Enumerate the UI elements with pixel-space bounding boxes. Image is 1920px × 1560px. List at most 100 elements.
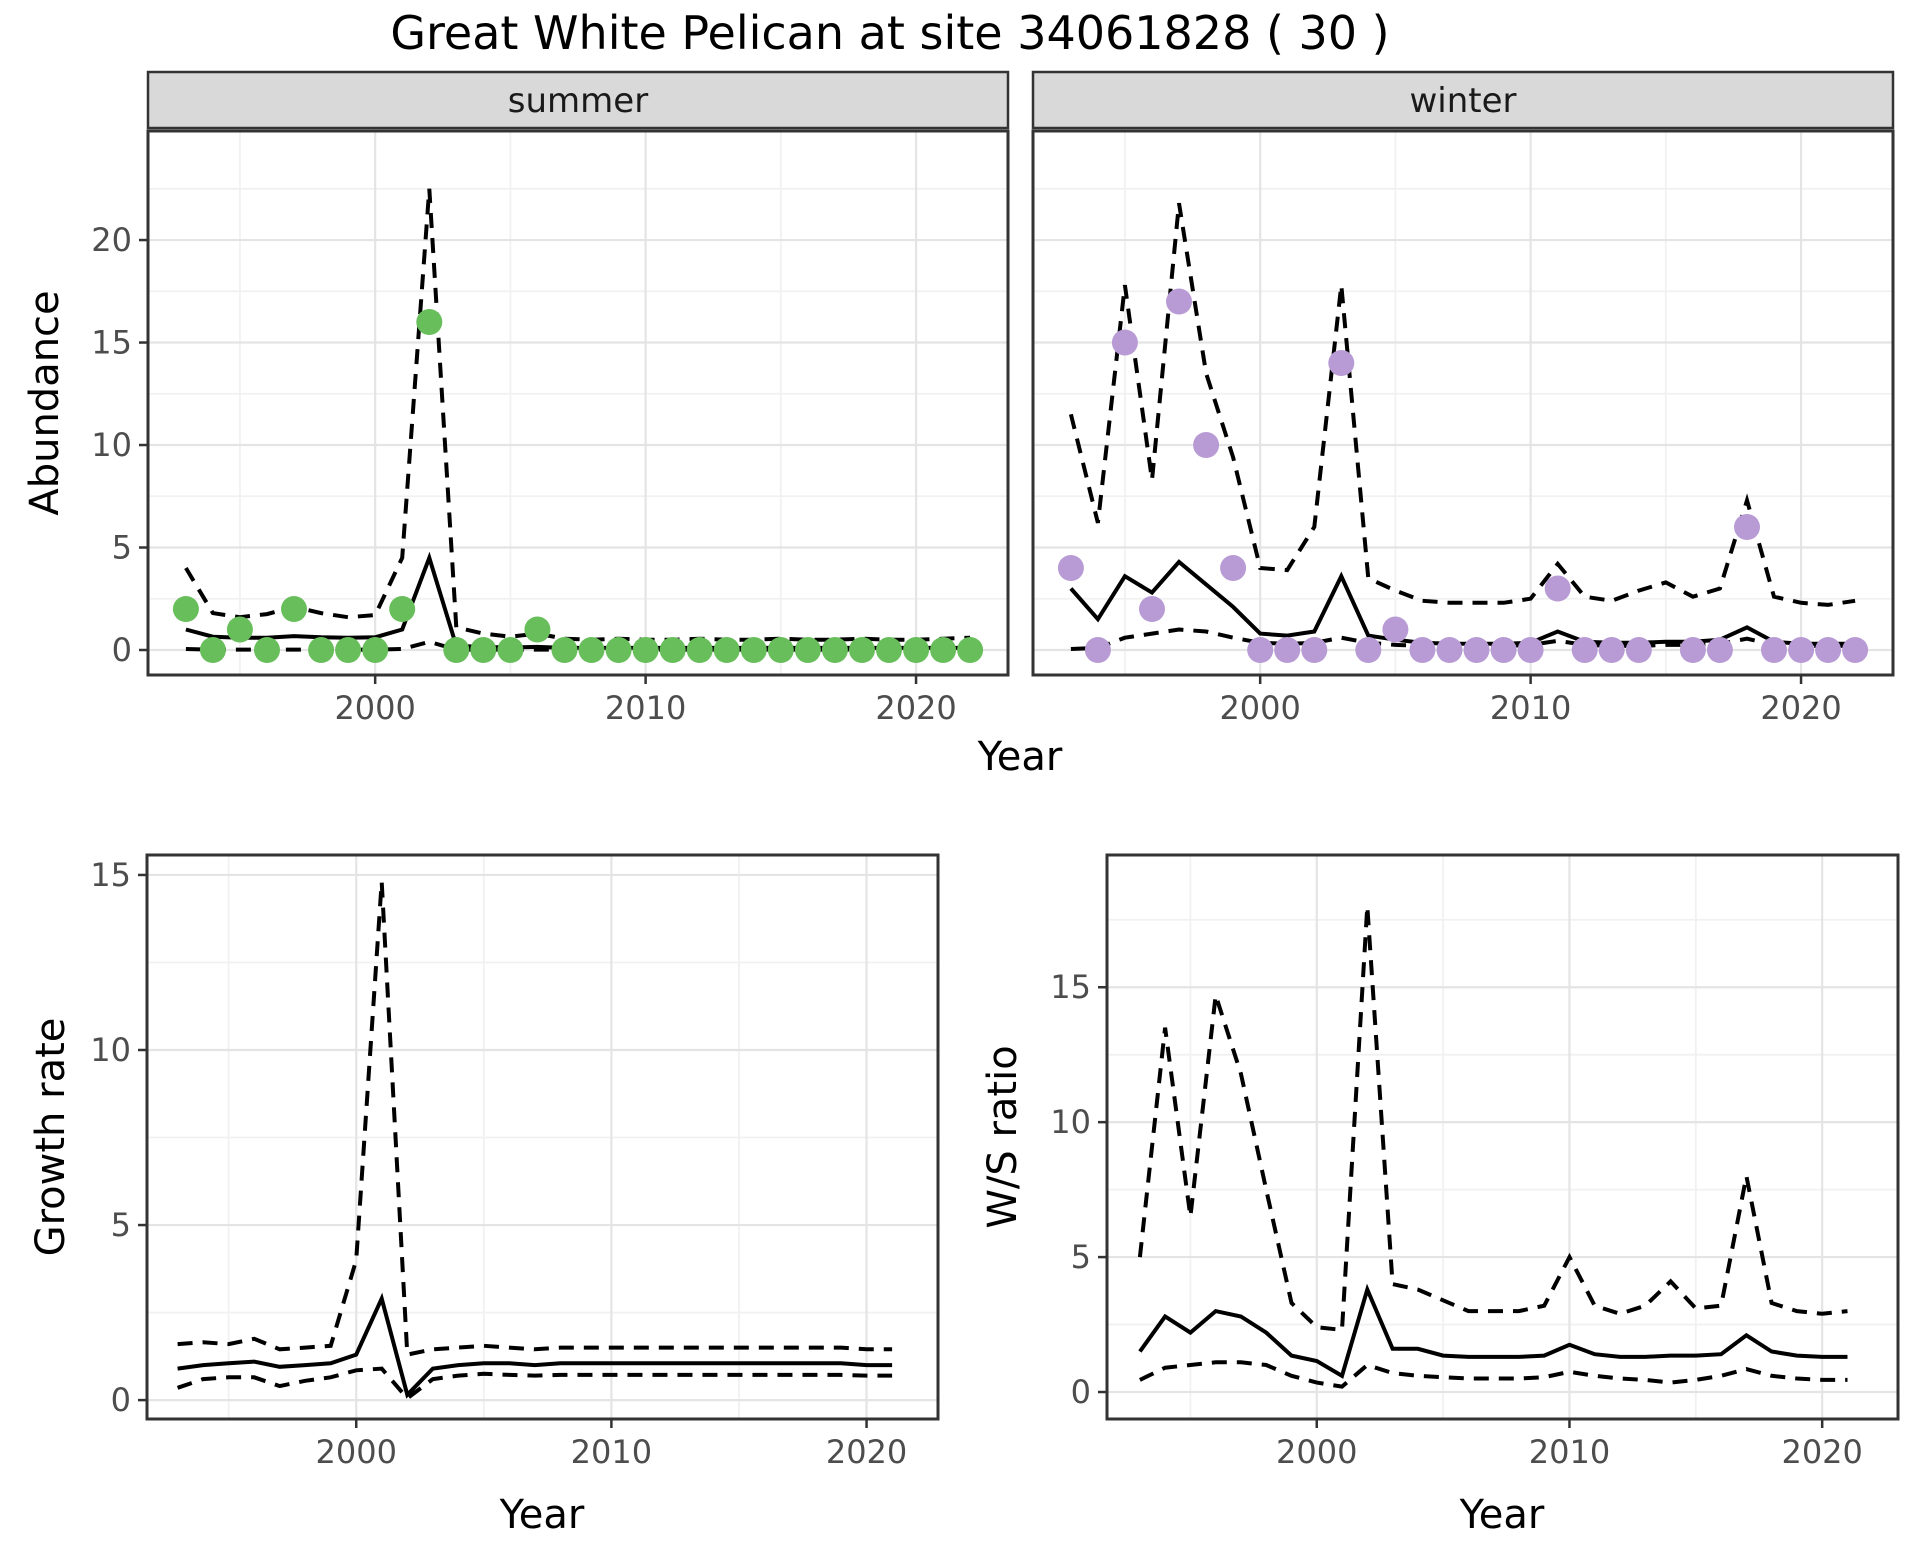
- observation-point: [1544, 575, 1571, 602]
- observation-point: [849, 637, 875, 663]
- y-tick-label: 5: [1071, 1238, 1091, 1276]
- observation-point: [470, 637, 497, 663]
- grid-minor: [147, 855, 938, 1419]
- observation-point: [1084, 637, 1111, 663]
- observation-point: [659, 637, 686, 663]
- observation-point: [1490, 637, 1517, 663]
- observation-point: [1247, 637, 1274, 663]
- lower_ci-line: [176, 1366, 893, 1402]
- observation-point: [1815, 637, 1842, 663]
- observation-point: [226, 616, 253, 643]
- observation-point: [1355, 637, 1382, 663]
- observation-point: [254, 637, 280, 663]
- observation-point: [821, 637, 848, 663]
- facet-strip-label: winter: [1409, 81, 1516, 121]
- observation-point: [1382, 616, 1409, 643]
- panel-border: [145, 853, 940, 1421]
- panel-background: [1033, 131, 1893, 675]
- y-tick-label: 20: [91, 221, 132, 259]
- y-tick-label: 5: [112, 529, 132, 567]
- observation-point: [1139, 596, 1165, 622]
- y-tick-label: 10: [90, 1031, 131, 1069]
- panel-abundance-summer: summer 2000 2010 2020 0 5 10 15 20: [91, 70, 1010, 727]
- observation-point: [551, 637, 578, 663]
- observation-point: [1220, 555, 1247, 581]
- observation-point: [1734, 514, 1760, 540]
- median-line: [177, 1292, 893, 1399]
- observation-point: [632, 637, 659, 663]
- y-tick-label: 0: [112, 631, 132, 669]
- y-tick-label: 5: [111, 1206, 131, 1244]
- y-tick-label: 15: [91, 324, 132, 362]
- y-tick-label: 15: [1050, 968, 1091, 1006]
- x-tick-label: 2010: [1529, 1433, 1610, 1471]
- x-tick-label: 2010: [571, 1433, 652, 1471]
- observation-point: [281, 596, 307, 622]
- grid-major: [1033, 131, 1893, 675]
- grid-major: [147, 855, 938, 1419]
- observation-point: [416, 309, 443, 335]
- observation-point: [578, 637, 605, 663]
- observation-point: [794, 637, 821, 663]
- observation-point: [1598, 637, 1625, 663]
- observation-point: [389, 596, 416, 622]
- observation-point: [1788, 637, 1815, 663]
- observation-point: [1409, 637, 1436, 663]
- observation-point: [1274, 637, 1301, 663]
- observation-point: [1111, 329, 1138, 356]
- observation-point: [1463, 637, 1490, 663]
- observation-point: [1193, 432, 1220, 458]
- y-tick-label: 0: [111, 1381, 131, 1419]
- panel-border: [1105, 853, 1900, 1421]
- observation-point: [713, 637, 740, 663]
- panel-ws-ratio: 2000 2010 2020 0 5 10 15: [1050, 853, 1900, 1471]
- observation-point: [767, 637, 794, 663]
- observation-point: [957, 637, 984, 663]
- observation-point: [740, 637, 767, 663]
- observation-point: [443, 637, 470, 663]
- observation-point: [686, 637, 713, 663]
- grid-major: [1107, 855, 1898, 1419]
- x-tick-label: 2000: [1276, 1433, 1357, 1471]
- y-tick-label: 10: [1050, 1103, 1091, 1141]
- observation-point: [1571, 637, 1598, 663]
- upper_ci-line: [1068, 202, 1856, 607]
- observation-point: [876, 637, 902, 663]
- x-tick-label: 2000: [316, 1433, 397, 1471]
- observation-point: [172, 596, 199, 622]
- observation-point: [1706, 637, 1733, 663]
- y-tick-label: 0: [1071, 1373, 1091, 1411]
- observation-point: [1625, 637, 1652, 663]
- x-tick-label: 2020: [1781, 1433, 1862, 1471]
- median-line: [1138, 1283, 1848, 1379]
- observation-point: [524, 616, 551, 643]
- panel-border: [1031, 129, 1895, 677]
- x-tick-label: 2020: [826, 1433, 907, 1471]
- panel-background: [148, 131, 1008, 675]
- observation-point: [1328, 350, 1355, 376]
- axis-title: Year: [499, 1492, 585, 1538]
- observation-point: [362, 637, 389, 663]
- observation-point: [1842, 637, 1869, 663]
- observation-point: [1166, 288, 1192, 315]
- x-tick-label: 2000: [334, 689, 415, 727]
- axis-title: Growth rate: [28, 1018, 74, 1257]
- observed-points: [172, 309, 984, 663]
- observation-point: [930, 637, 957, 663]
- observation-point: [605, 637, 632, 663]
- upper_ci-line: [177, 881, 893, 1358]
- axis-title: W/S ratio: [980, 1045, 1026, 1228]
- upper_ci-line: [1137, 906, 1848, 1333]
- grid-minor: [1107, 855, 1898, 1419]
- facet-strip: [1031, 70, 1895, 130]
- observation-point: [308, 637, 335, 663]
- y-tick-label: 10: [91, 426, 132, 464]
- axis-title: Year: [977, 734, 1063, 780]
- axis-title: Abundance: [22, 290, 68, 515]
- axis-title: Year: [1459, 1492, 1545, 1538]
- facet-strip-label: summer: [508, 81, 648, 121]
- x-tick-label: 2010: [1490, 689, 1571, 727]
- observed-points: [1057, 288, 1869, 663]
- panel-growth-rate: 2000 2010 2020 0 5 10 15: [90, 853, 940, 1471]
